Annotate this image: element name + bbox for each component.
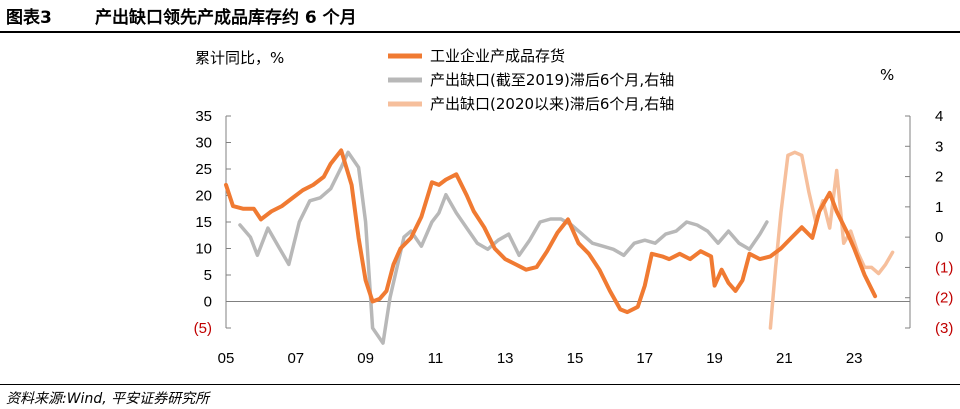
figure-title: 产出缺口领先产成品库存约 6 个月 [95, 8, 357, 28]
figure-number: 图表3 [6, 8, 52, 28]
x-tick-label: 09 [357, 350, 374, 367]
bottom-rule [0, 384, 960, 385]
chart-series [224, 148, 895, 345]
left-tick-label: (5) [194, 320, 212, 337]
figure-header: 图表3 产出缺口领先产成品库存约 6 个月 [0, 0, 960, 32]
left-tick-label: 15 [195, 214, 212, 231]
left-tick-label: 25 [195, 161, 212, 178]
top-rule [0, 31, 960, 33]
x-tick-label: 17 [636, 350, 653, 367]
left-tick-label: 5 [204, 267, 212, 284]
left-tick-label: 10 [195, 241, 212, 258]
right-tick-label: (1) [935, 259, 953, 276]
right-tick-label: (3) [935, 320, 953, 337]
left-tick-label: 20 [195, 188, 212, 205]
left-tick-label: 30 [195, 135, 212, 152]
x-tick-label: 21 [776, 350, 793, 367]
chart-legend: 工业企业产成品存货产出缺口(截至2019)滞后6个月,右轴产出缺口(2020以来… [388, 47, 674, 113]
right-tick-label: 0 [935, 229, 943, 246]
x-tick-label: 05 [218, 350, 235, 367]
left-axis-label: 累计同比，% [195, 49, 284, 67]
x-tick-label: 15 [567, 350, 584, 367]
x-tick-label: 07 [287, 350, 304, 367]
right-tick-label: 2 [935, 169, 943, 186]
right-tick-label: (2) [935, 290, 953, 307]
x-tick-label: 13 [497, 350, 514, 367]
source-note: 资料来源:Wind, 平安证券研究所 [6, 391, 210, 407]
x-tick-label: 11 [428, 350, 444, 367]
right-tick-label: 4 [935, 108, 943, 125]
left-tick-label: 0 [204, 294, 212, 311]
legend-label: 产出缺口(截至2019)滞后6个月,右轴 [430, 71, 674, 89]
series-line-2 [238, 150, 769, 345]
legend-label: 产出缺口(2020以来)滞后6个月,右轴 [430, 95, 674, 113]
legend-label: 工业企业产成品存货 [430, 47, 565, 65]
series-line-3 [768, 150, 895, 330]
right-tick-label: 3 [935, 138, 943, 155]
left-tick-label: 35 [195, 108, 212, 125]
x-tick-label: 19 [706, 350, 723, 367]
right-tick-label: 1 [935, 199, 943, 216]
x-tick-label: 23 [846, 350, 863, 367]
right-axis-label: % [880, 66, 894, 84]
series-line-1 [224, 148, 878, 315]
